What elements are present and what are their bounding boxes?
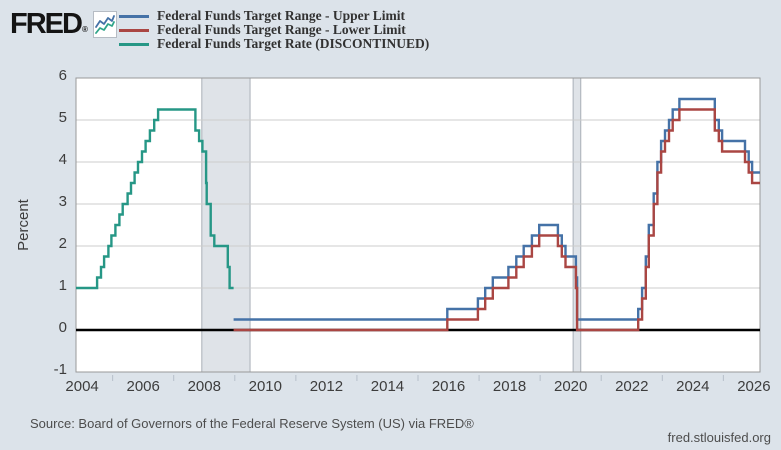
x-tick-label: 2010	[249, 378, 282, 395]
registered-trademark-icon: ®	[81, 25, 88, 34]
legend-swatch-lower-limit	[119, 28, 149, 32]
legend-label-target-rate: Federal Funds Target Rate (DISCONTINUED)	[157, 36, 430, 51]
legend-item-target-rate-discontinued[interactable]: Federal Funds Target Rate (DISCONTINUED)	[119, 37, 429, 51]
x-tick-label: 2012	[310, 378, 343, 395]
recession-band	[573, 78, 581, 372]
fred-logo-chart-icon	[93, 11, 117, 38]
series-target-rate-discontinued-line	[76, 108, 234, 290]
series-lower-limit-line	[233, 108, 760, 332]
recession-band	[201, 78, 251, 372]
plot-area	[76, 78, 760, 372]
y-axis-title: Percent	[15, 198, 32, 251]
x-tick-label: 2020	[554, 378, 587, 395]
fred-logo[interactable]: FRED®	[10, 10, 88, 44]
x-tick-label: 2004	[65, 378, 98, 395]
legend-label-upper-limit: Federal Funds Target Range - Upper Limit	[157, 8, 406, 23]
y-tick-label: -1	[54, 361, 67, 378]
logo-green-zigzag	[95, 21, 115, 34]
x-tick-label: 2016	[432, 378, 465, 395]
legend-item-lower-limit[interactable]: Federal Funds Target Range - Lower Limit	[119, 23, 429, 37]
legend-label-lower-limit: Federal Funds Target Range - Lower Limit	[157, 22, 406, 37]
y-tick-label: 1	[59, 277, 67, 294]
fred-logo-text: FRED	[10, 8, 83, 40]
x-tick-label: 2018	[493, 378, 526, 395]
logo-blue-zigzag	[95, 15, 115, 28]
y-tick-label: 3	[59, 193, 67, 210]
y-tick-label: 2	[59, 235, 67, 252]
source-citation: Source: Board of Governors of the Federa…	[30, 416, 474, 431]
x-tick-label: 2026	[737, 378, 770, 395]
x-tick-label: 2022	[615, 378, 648, 395]
x-tick-label: 2006	[126, 378, 159, 395]
legend-item-upper-limit[interactable]: Federal Funds Target Range - Upper Limit	[119, 9, 429, 23]
plot-border	[75, 77, 761, 373]
y-tick-label: 0	[59, 319, 67, 336]
x-tick-label: 2024	[676, 378, 709, 395]
legend-swatch-target-rate	[119, 42, 149, 46]
y-tick-label: 6	[59, 67, 67, 84]
fred-site-link[interactable]: fred.stlouisfed.org	[667, 430, 771, 445]
x-tick-label: 2014	[371, 378, 404, 395]
y-tick-label: 4	[59, 151, 67, 168]
x-tick-label: 2008	[188, 378, 221, 395]
y-tick-label: 5	[59, 109, 67, 126]
legend-swatch-upper-limit	[119, 14, 149, 18]
legend: Federal Funds Target Range - Upper Limit…	[119, 9, 429, 51]
